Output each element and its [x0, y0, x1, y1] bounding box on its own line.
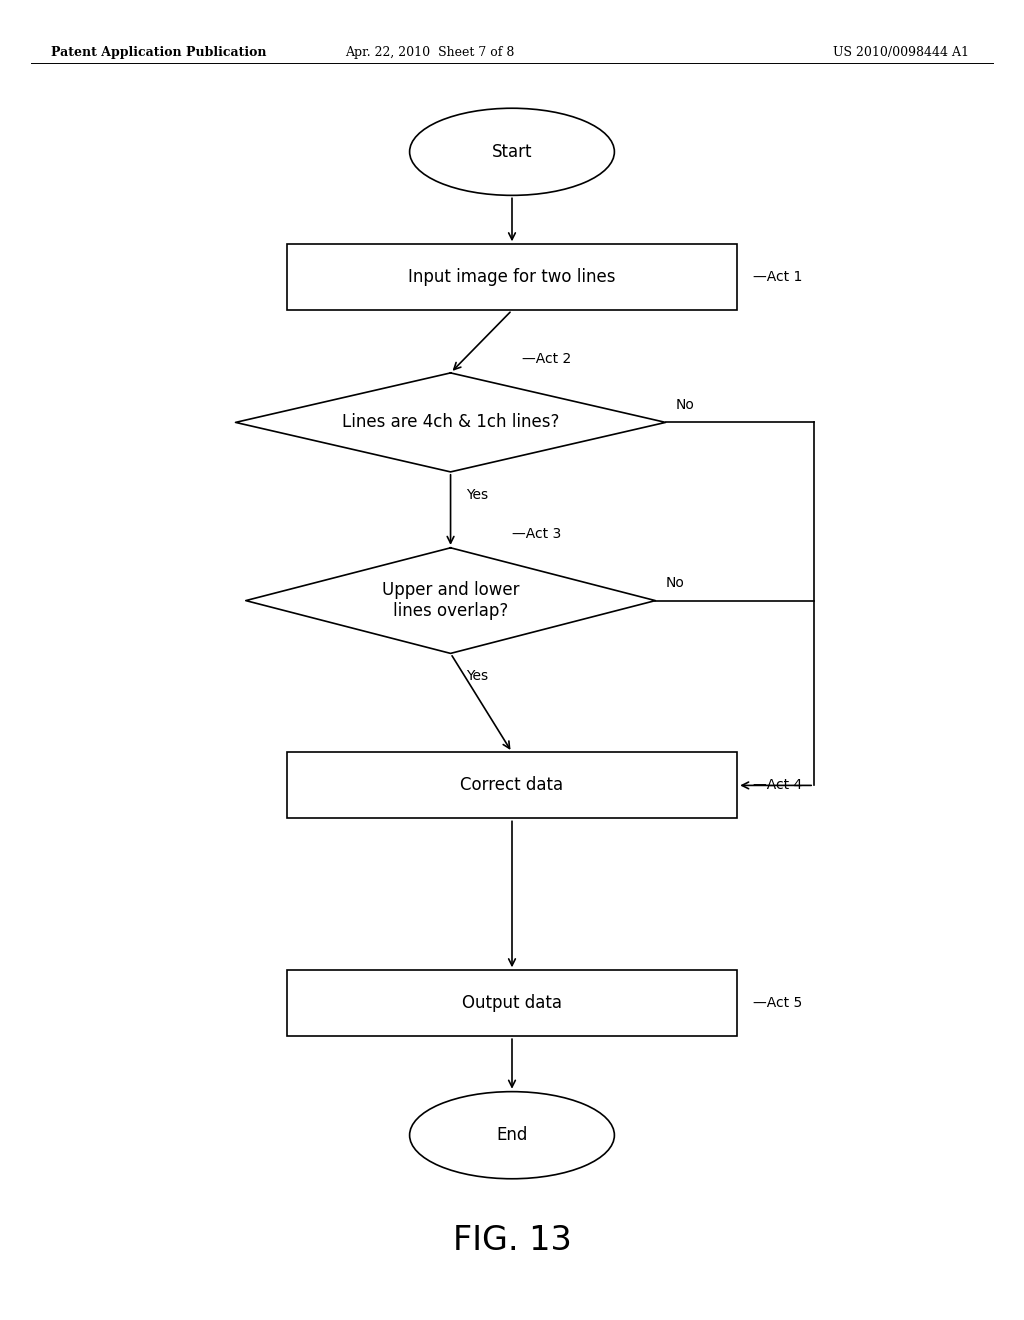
Text: FIG. 13: FIG. 13: [453, 1225, 571, 1257]
Bar: [287, 244, 737, 310]
Text: —Act 3: —Act 3: [512, 527, 561, 541]
Text: Output data: Output data: [462, 994, 562, 1012]
Text: —Act 2: —Act 2: [522, 352, 571, 366]
Text: —Act 4: —Act 4: [753, 779, 802, 792]
Text: Yes: Yes: [466, 669, 488, 684]
Bar: [287, 970, 737, 1036]
Text: —Act 5: —Act 5: [753, 997, 802, 1010]
Bar: [287, 752, 737, 818]
Text: No: No: [676, 397, 694, 412]
Text: US 2010/0098444 A1: US 2010/0098444 A1: [834, 46, 969, 59]
Text: Input image for two lines: Input image for two lines: [409, 268, 615, 286]
Text: No: No: [666, 576, 684, 590]
Text: Correct data: Correct data: [461, 776, 563, 795]
Text: Apr. 22, 2010  Sheet 7 of 8: Apr. 22, 2010 Sheet 7 of 8: [345, 46, 515, 59]
Text: Start: Start: [492, 143, 532, 161]
Text: Patent Application Publication: Patent Application Publication: [51, 46, 266, 59]
Text: Lines are 4ch & 1ch lines?: Lines are 4ch & 1ch lines?: [342, 413, 559, 432]
Text: —Act 1: —Act 1: [753, 271, 802, 284]
Text: End: End: [497, 1126, 527, 1144]
Text: Yes: Yes: [466, 487, 488, 502]
Text: Upper and lower
lines overlap?: Upper and lower lines overlap?: [382, 581, 519, 620]
